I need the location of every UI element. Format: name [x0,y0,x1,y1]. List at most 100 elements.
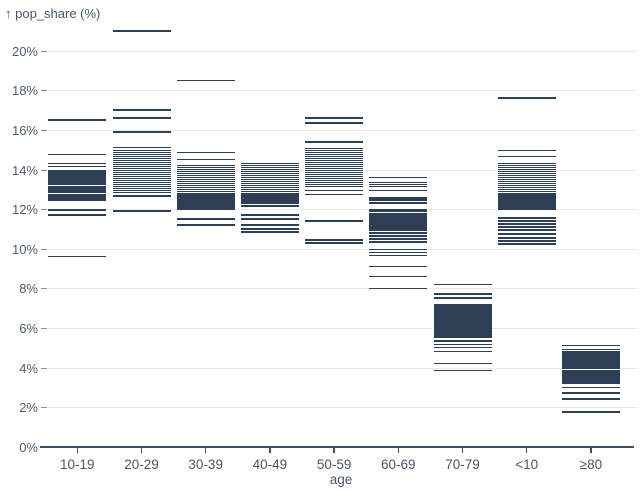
tick-mark [497,166,556,169]
tick-mark [369,176,428,179]
tick-mark [240,224,299,226]
tick-mark [240,164,299,167]
tick-mark [369,265,428,268]
tick-mark [305,165,364,168]
tick-mark [561,363,620,365]
x-axis-tick [461,447,464,453]
tick-mark [561,360,620,362]
tick-mark [369,229,428,232]
tick-mark [433,334,492,336]
y-tick-label: 4% [19,360,38,376]
tick-mark [561,350,620,352]
tick-mark [497,180,556,183]
tick-mark [240,228,299,230]
tick-mark [561,348,620,351]
tick-mark [112,185,171,188]
tick-mark [112,179,171,182]
tick-mark [433,346,492,349]
tick-mark [48,172,107,175]
tick-mark [561,366,620,368]
y-grid-line [46,209,637,211]
tick-mark [433,332,492,334]
x-axis-tick [269,447,271,453]
tick-mark [48,187,107,189]
tick-mark [305,151,364,154]
tick-mark [176,224,235,226]
tick-mark [48,209,107,211]
tick-mark [561,392,620,394]
tick-mark [497,243,556,245]
tick-mark [369,212,428,214]
tick-mark [305,149,364,152]
tick-mark [433,320,492,322]
tick-mark [305,141,364,143]
tick-mark [48,196,107,199]
tick-mark [433,297,492,299]
tick-mark [497,97,556,99]
tick-mark [112,161,171,164]
tick-mark [369,223,428,226]
y-grid-line [46,90,637,92]
tick-mark [240,174,299,177]
tick-mark [240,162,299,165]
tick-mark [176,200,235,202]
tick-mark [305,239,364,241]
tick-mark [176,192,235,194]
tick-mark [176,182,235,185]
tick-mark [305,177,364,180]
tick-mark [176,206,235,208]
x-axis-title: age [329,472,353,487]
tick-mark [369,209,428,211]
tick-mark [305,193,364,195]
tick-mark [176,194,235,196]
y-axis-tick [41,288,47,290]
tick-mark [497,192,556,194]
tick-mark [176,172,235,175]
tick-mark [305,242,364,244]
tick-mark [176,164,235,167]
tick-mark [112,171,171,174]
tick-mark [305,157,364,160]
tick-mark [176,174,235,177]
tick-mark [433,318,492,320]
x-tick-label: 70-79 [445,456,480,472]
tick-mark [48,179,107,181]
tick-mark [112,163,171,166]
tick-mark [240,192,299,194]
y-axis-tick [41,90,47,92]
tick-mark [305,171,364,174]
tick-mark [240,170,299,173]
tick-mark [369,181,428,184]
tick-mark [497,202,556,204]
y-tick-label: 12% [11,202,38,218]
tick-mark [433,330,492,332]
tick-mark [369,241,428,243]
tick-mark [433,322,492,324]
tick-mark [369,189,428,192]
y-grid-line [46,50,637,52]
tick-mark [48,182,107,184]
tick-mark [561,374,620,376]
tick-mark [497,164,556,167]
tick-mark [176,198,235,200]
y-grid-line [46,248,637,250]
tick-mark [240,205,299,207]
y-axis-tick [41,327,47,329]
tick-mark [561,377,620,379]
tick-mark [48,153,107,156]
tick-mark [48,183,107,186]
tick-mark [176,218,235,220]
tick-mark [48,190,107,192]
tick-mark [240,168,299,171]
tick-mark [112,210,171,212]
x-tick-label: <10 [515,456,539,472]
tick-mark [369,222,428,224]
tick-mark [433,324,492,326]
tick-mark [369,217,428,219]
tick-mark [305,122,364,124]
tick-mark [433,336,492,338]
tick-mark [561,361,620,364]
tick-mark [240,202,299,204]
tick-mark [433,369,492,372]
tick-mark [112,175,171,178]
